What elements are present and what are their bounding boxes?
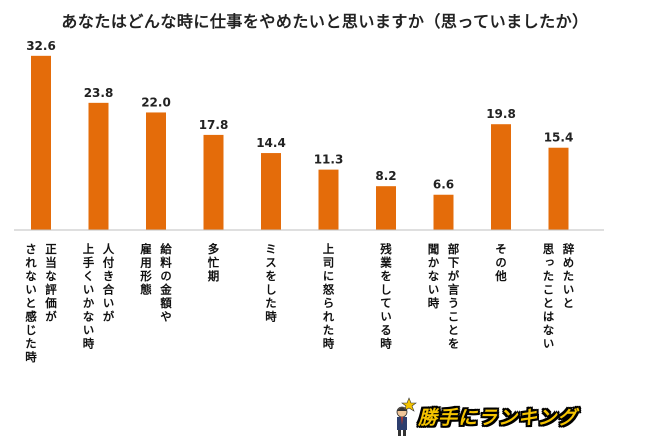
bar-4 [261, 153, 281, 230]
logo-text: 勝手にランキング [418, 407, 578, 429]
value-label-4: 14.4 [256, 136, 286, 150]
bar-0 [31, 55, 51, 230]
brand-logo: 勝手にランキング [392, 397, 592, 437]
bars-layer [31, 55, 569, 230]
bar-3 [203, 134, 224, 230]
category-label-5: 上司に怒られた時 [321, 243, 336, 351]
value-label-1: 23.8 [84, 86, 114, 100]
value-labels-layer: 32.6 23.8 22.0 17.8 14.4 11.3 8.2 6.6 19.8 15.4 [26, 39, 573, 192]
category-label-0: 正当な評価が されないと感じた時 [24, 243, 58, 365]
bar-8 [491, 124, 511, 230]
category-label-2: 給料の金額や 雇用形態 [139, 243, 173, 324]
bar-7 [433, 194, 454, 230]
value-label-2: 22.0 [141, 95, 171, 109]
category-label-1: 人付き合いが 上手くいかない時 [81, 243, 116, 351]
mascot-icon [396, 397, 417, 436]
bar-5 [318, 169, 339, 230]
bar-1 [88, 102, 109, 230]
category-label-7: 部下が言うことを 聞かない時 [426, 243, 461, 351]
bar-9 [548, 147, 569, 230]
value-label-6: 8.2 [375, 169, 396, 183]
bar-2 [146, 112, 166, 230]
category-label-9: 辞めたいと 思ったことはない [541, 243, 576, 351]
category-label-6: 残業をしている時 [379, 243, 393, 351]
value-label-8: 19.8 [486, 107, 516, 121]
category-label-3: 多忙期 [206, 243, 221, 284]
bar-6 [376, 186, 396, 230]
chart-title: あなたはどんな時に仕事をやめたいと思いますか（思っていましたか） [61, 12, 589, 31]
category-label-4: ミスをした時 [264, 243, 278, 324]
value-label-7: 6.6 [433, 178, 454, 192]
value-label-9: 15.4 [544, 131, 574, 145]
value-label-0: 32.6 [26, 39, 56, 53]
value-label-3: 17.8 [199, 118, 229, 132]
category-label-8: その他 [494, 243, 508, 284]
value-label-5: 11.3 [314, 153, 344, 167]
